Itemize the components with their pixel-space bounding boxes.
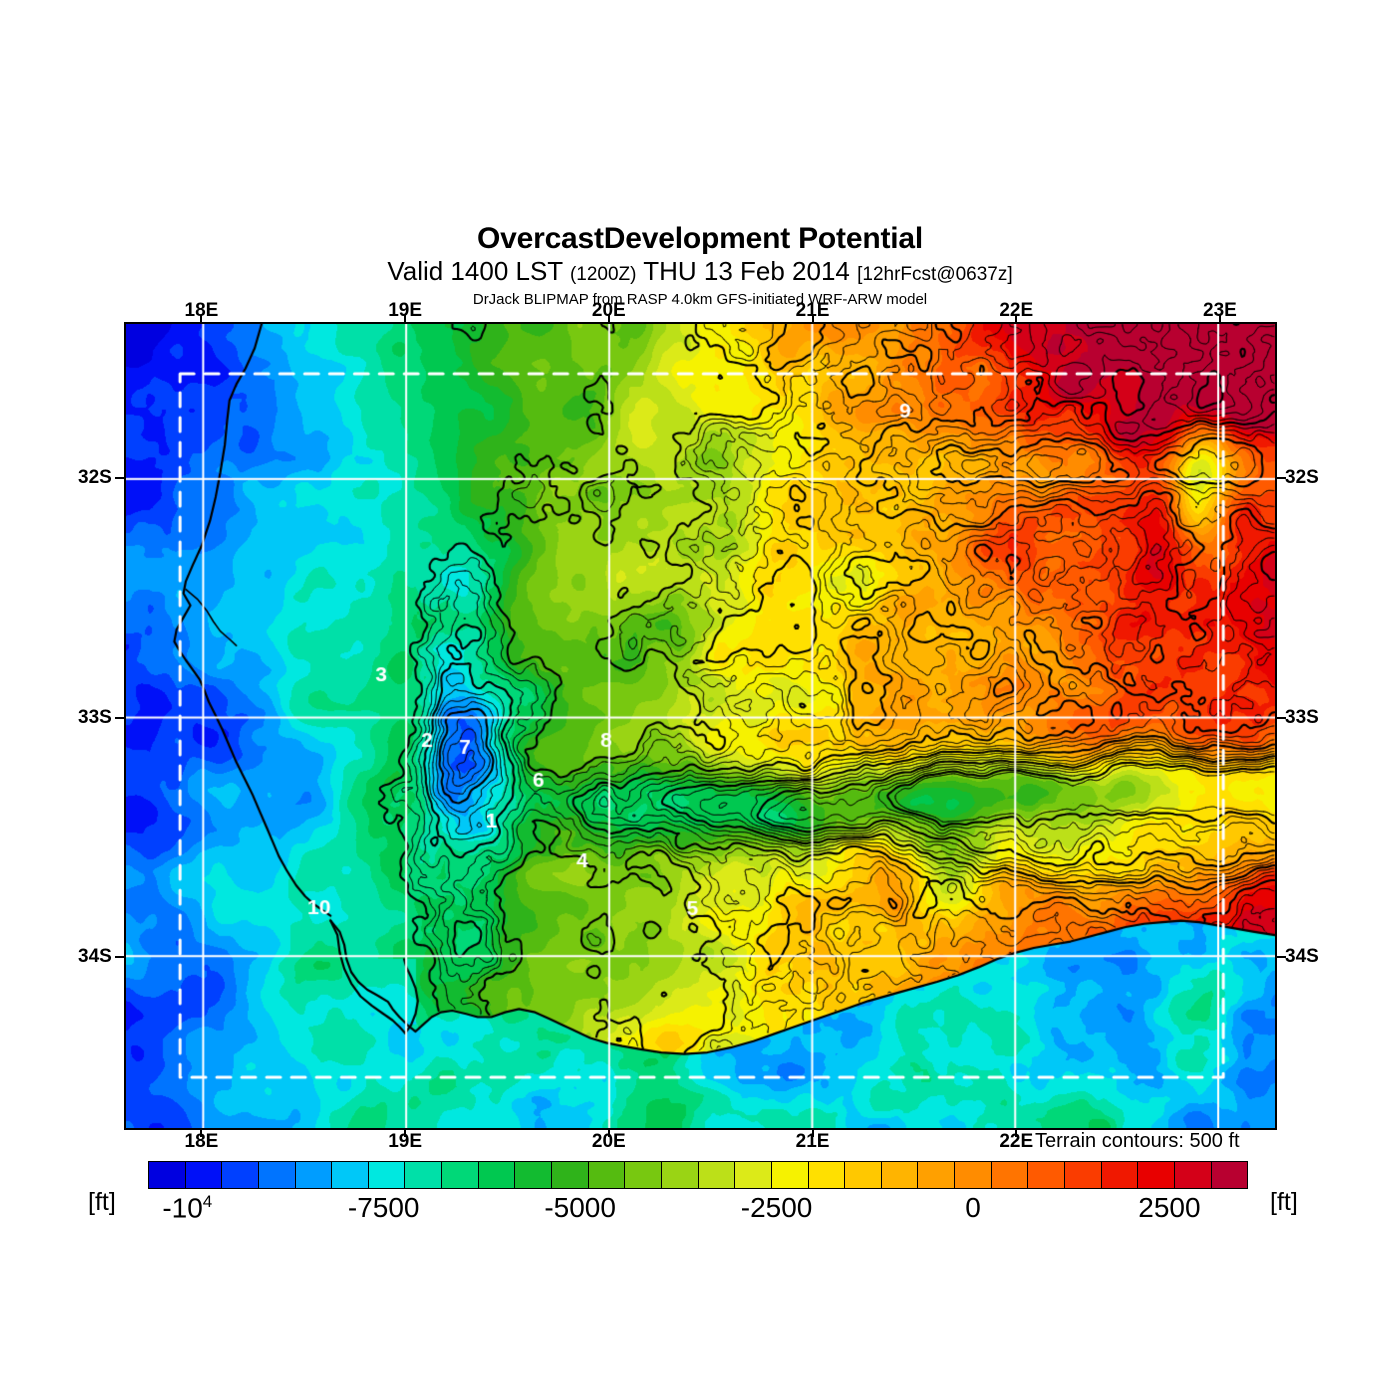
colorbar-swatch-22 [955,1162,992,1188]
lat-label-left-33S: 33S [78,706,112,728]
lon-label-bottom-18E: 18E [184,1131,219,1152]
lon-label-top-23E: 23E [1203,300,1237,321]
colorbar-swatch-5 [332,1162,369,1188]
colorbar-swatch-3 [258,1162,296,1188]
colorbar-swatch-21 [918,1162,956,1188]
colorbar-swatch-29 [1211,1162,1248,1188]
lon-label-bottom-20E: 20E [591,1131,626,1152]
colorbar-swatch-12 [588,1162,626,1188]
colorbar-tick--2500: -2500 [740,1192,813,1223]
colorbar-unit-right: [ft] [1270,1188,1298,1216]
valid-zulu: (1200Z) [569,264,637,285]
map-frame[interactable] [124,322,1277,1130]
lat-tick-left-34S [115,956,124,959]
colorbar-swatch-19 [845,1162,882,1188]
colorbar-swatch-10 [515,1162,553,1188]
colorbar-tick-0: 0 [965,1192,981,1223]
colorbar-swatch-7 [405,1162,443,1188]
colorbar-swatch-24 [1028,1162,1066,1188]
page-title: OvercastDevelopment Potential [476,222,924,255]
colorbar-swatch-4 [295,1162,333,1188]
lat-tick-left-33S [115,716,124,719]
colorbar-swatch-9 [478,1162,516,1188]
colorbar-swatch-14 [661,1162,699,1188]
colorbar-swatch-18 [808,1162,846,1188]
lat-tick-right-32S [1277,476,1286,479]
lat-label-left-34S: 34S [78,946,112,968]
colorbar-swatch-25 [1065,1162,1102,1188]
colorbar-swatch-0 [149,1162,186,1188]
lat-label-left-32S: 32S [78,466,112,488]
lon-tick-top-23E [1218,315,1221,322]
valid-prefix: Valid 1400 LST [387,256,570,286]
lon-label-top-21E: 21E [795,300,830,321]
lon-tick-top-21E [811,315,814,322]
lon-label-bottom-22E: 22E [999,1131,1034,1152]
colorbar-unit-left: [ft] [88,1188,116,1216]
colorbar-swatch-28 [1174,1162,1212,1188]
lon-label-bottom-21E: 21E [795,1131,830,1152]
colorbar-swatch-11 [552,1162,589,1188]
lon-tick-bottom-21E [811,1130,814,1137]
lon-label-top-20E: 20E [591,300,626,321]
lon-tick-bottom-20E [607,1130,610,1137]
colorbar-swatch-27 [1138,1162,1175,1188]
colorbar-swatch-6 [368,1162,406,1188]
lon-label-top-22E: 22E [999,300,1034,321]
colorbar-swatch-16 [735,1162,772,1188]
valid-date: THU 13 Feb 2014 [636,256,858,286]
lon-tick-top-18E [200,315,203,322]
colorbar-swatch-23 [991,1162,1029,1188]
title-block: OvercastDevelopment Potential Valid 1400… [0,222,1400,310]
colorbar-tick-2500: 2500 [1138,1192,1201,1223]
terrain-contour-note: Terrain contours: 500 ft [1035,1130,1240,1152]
colorbar-tick--5000: -5000 [544,1192,616,1223]
colorbar-swatch-20 [881,1162,919,1188]
map-field-canvas [126,324,1275,1128]
lon-tick-top-20E [607,315,610,322]
colorbar-swatch-17 [771,1162,809,1188]
lat-label-right-32S: 32S [1285,466,1319,488]
lon-label-top-18E: 18E [184,300,219,321]
colorbar-swatch-15 [698,1162,736,1188]
colorbar-swatch-2 [222,1162,259,1188]
colorbar-swatch-26 [1101,1162,1139,1188]
lon-tick-bottom-19E [404,1130,407,1137]
lon-tick-top-22E [1015,315,1018,322]
lat-label-right-33S: 33S [1285,706,1319,728]
colorbar-tick--7500: -7500 [347,1192,420,1223]
lon-label-bottom-19E: 19E [388,1131,423,1152]
lat-tick-left-32S [115,476,124,479]
forecast-stamp: [12hrFcst@0637z] [857,264,1013,285]
lat-tick-right-34S [1277,956,1286,959]
colorbar-tick--10000: -104 [162,1192,213,1224]
valid-time-line: Valid 1400 LST (1200Z) THU 13 Feb 2014 [… [0,256,1400,290]
lon-tick-bottom-22E [1015,1130,1018,1137]
lat-label-right-34S: 34S [1285,946,1319,968]
colorbar-swatch-8 [442,1162,479,1188]
model-source-line: DrJack BLIPMAP from RASP 4.0km GFS-initi… [472,291,928,308]
lat-tick-right-33S [1277,716,1286,719]
colorbar [148,1161,1248,1189]
colorbar-swatch-13 [625,1162,662,1188]
lon-tick-top-19E [404,315,407,322]
lon-label-top-19E: 19E [388,300,423,321]
lon-tick-bottom-18E [200,1130,203,1137]
colorbar-swatch-1 [185,1162,223,1188]
